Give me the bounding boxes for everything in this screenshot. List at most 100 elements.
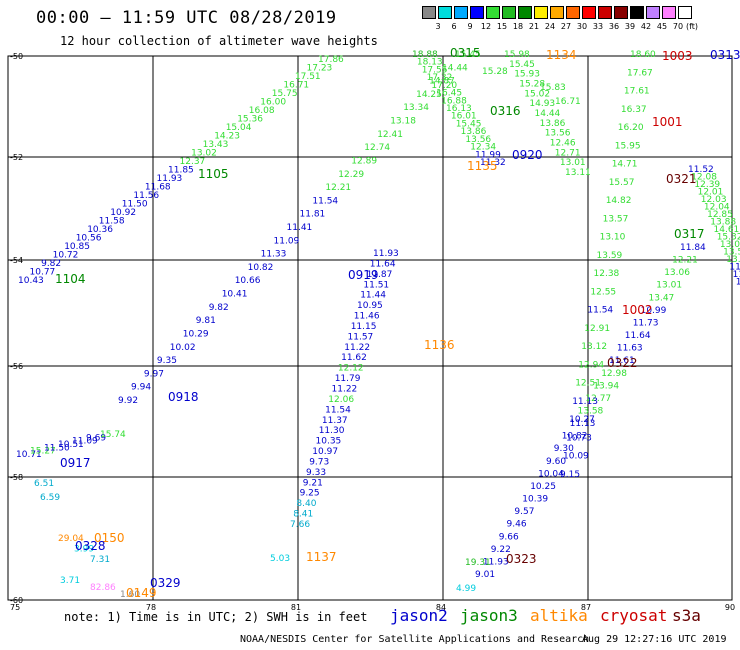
pass-time-label: 1137	[306, 550, 337, 564]
wave-height-label: 9.46	[507, 520, 527, 530]
wave-height-label: 11.54	[325, 405, 351, 415]
chart-title: 00:00 – 11:59 UTC 08/28/2019	[36, 8, 337, 28]
wave-height-label: 11.99	[475, 150, 501, 160]
scale-swatch	[566, 6, 580, 19]
scale-tick-label: 39	[624, 22, 636, 31]
wave-height-label: 10.56	[76, 234, 102, 244]
wave-height-label: 11.13	[572, 397, 598, 407]
wave-height-label: 12.77	[585, 394, 611, 404]
scale-swatch	[422, 6, 436, 19]
wave-height-label: 19.31	[465, 558, 491, 568]
pass-time-label: 0317	[674, 227, 705, 241]
wave-height-label: 5.03	[270, 554, 290, 564]
wave-height-label: 9.97	[144, 369, 164, 379]
lat-tick-label: -52	[10, 153, 23, 162]
wave-height-label: 13.02	[191, 149, 217, 159]
pass-time-label: 0918	[168, 390, 199, 404]
wave-height-label: 10.71	[16, 450, 42, 460]
wave-height-label: 11.50	[44, 443, 70, 453]
pass-time-label: 0149	[126, 586, 157, 600]
wave-height-label: 15.75	[272, 89, 298, 99]
scale-swatch	[470, 6, 484, 19]
pass-time-label: 0917	[60, 456, 91, 470]
pass-time-label: 1135	[467, 159, 498, 173]
scale-swatch	[582, 6, 596, 19]
wave-height-label: 11.51	[733, 270, 740, 280]
wave-height-label: 12.37	[180, 157, 206, 167]
wave-height-label: 10.85	[64, 242, 90, 252]
scale-swatch	[646, 6, 660, 19]
wave-height-label: 14.23	[214, 132, 240, 142]
wave-height-label: 11.30	[319, 426, 345, 436]
pass-time-label: 1105	[198, 167, 229, 181]
wave-height-label: 16.71	[283, 81, 309, 91]
wave-height-label: 12.38	[594, 269, 620, 279]
pass-time-label: 0322	[607, 356, 638, 370]
wave-height-label: 9.94	[131, 383, 151, 393]
wave-height-label: 11.64	[370, 259, 396, 269]
wave-height-label: 11.46	[354, 312, 380, 322]
wave-height-label: 12.74	[364, 143, 390, 153]
pass-time-label: 0329	[150, 576, 181, 590]
wave-height-label: 12.98	[601, 369, 627, 379]
pass-time-label: 0316	[490, 104, 521, 118]
wave-height-label: 15.83	[540, 83, 566, 93]
wave-height-label: 12.01	[698, 188, 724, 198]
wave-height-label: 12.08	[691, 173, 717, 183]
wave-height-label: 10.04	[538, 469, 564, 479]
wave-height-label: 11.62	[341, 353, 367, 363]
wave-height-label: 16.00	[260, 98, 286, 108]
wave-height-label: 12.41	[377, 130, 403, 140]
wave-height-label: 10.72	[53, 251, 79, 261]
wave-height-label: 15.04	[226, 123, 252, 133]
wave-height-label: 9.15	[560, 470, 580, 480]
wave-height-label: 11.93	[373, 249, 399, 259]
wave-height-label: 7.66	[290, 520, 310, 530]
chart-subtitle: 12 hour collection of altimeter wave hei…	[60, 34, 378, 48]
scale-unit: (ft)	[686, 22, 699, 31]
wave-height-label: 15.32	[717, 233, 740, 243]
wave-height-label: 10.92	[110, 208, 136, 218]
wave-height-label: 13.47	[649, 293, 675, 303]
wave-height-label: 12.89	[351, 157, 377, 167]
lon-tick-label: 81	[291, 603, 301, 612]
lat-tick-label: -50	[10, 52, 23, 61]
pass-time-label: 0313	[710, 48, 740, 62]
map-grid	[7, 55, 733, 601]
scale-tick-label: 45	[656, 22, 668, 31]
pass-time-label: 0321	[666, 172, 697, 186]
wave-height-label: 12.29	[338, 170, 364, 180]
wave-height-label: 13.56	[545, 129, 571, 139]
pass-time-label: 0920	[512, 148, 543, 162]
wave-height-label: 9.30	[554, 444, 574, 454]
lat-tick-label: -56	[10, 362, 23, 371]
legend-jason3: jason3	[460, 606, 518, 625]
scale-swatch	[454, 6, 468, 19]
wave-height-label: 13.18	[390, 117, 416, 127]
wave-height-label: 14.93	[529, 99, 555, 109]
wave-height-label: 11.04	[736, 278, 740, 288]
wave-height-label: 13.56	[465, 135, 491, 145]
wave-height-label: 14.82	[606, 196, 632, 206]
wave-height-label: 16.01	[451, 112, 477, 122]
scale-swatch	[614, 6, 628, 19]
wave-height-label: 82.86	[90, 583, 116, 593]
scale-swatch	[534, 6, 548, 19]
wave-height-label: 11.32	[480, 158, 506, 168]
wave-height-label: 8.41	[293, 510, 313, 520]
wave-height-label: 16.45	[436, 89, 462, 99]
wave-height-label: 11.54	[312, 196, 338, 206]
wave-height-label: 12.39	[694, 180, 720, 190]
wave-height-label: 15.57	[609, 178, 635, 188]
wave-height-label: 12.94	[578, 360, 604, 370]
wave-height-label: 11.81	[300, 210, 326, 220]
lat-tick-label: -54	[10, 256, 23, 265]
lon-tick-label: 90	[725, 603, 735, 612]
wave-height-label: 15.36	[237, 115, 263, 125]
wave-height-label: 11.13	[570, 419, 596, 429]
wave-height-label: 11.57	[348, 332, 374, 342]
wave-height-label: 9.21	[303, 478, 323, 488]
wave-height-label: 10.29	[183, 330, 209, 340]
lat-tick-label: -60	[10, 596, 23, 605]
wave-height-label: 14.71	[612, 160, 638, 170]
